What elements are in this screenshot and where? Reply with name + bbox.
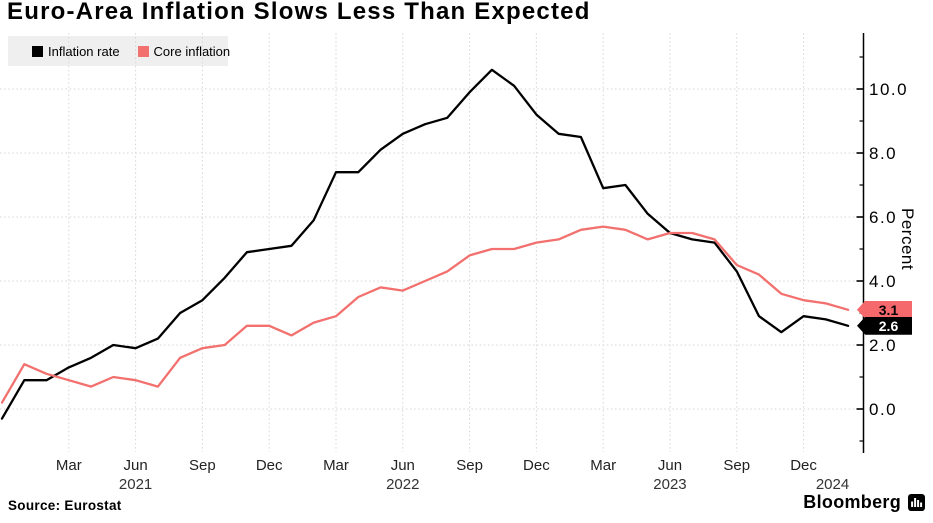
x-tick-label: Sep (456, 457, 483, 474)
bloomberg-wordmark: Bloomberg (803, 492, 901, 512)
x-tick-label: Jun (391, 457, 415, 474)
end-label-inflation-rate: 2.6 (857, 316, 912, 335)
x-year-label: 2021 (119, 476, 152, 493)
y-tick-label: 10.0 (869, 80, 908, 99)
chart-title: Euro-Area Inflation Slows Less Than Expe… (7, 0, 591, 25)
x-tick-label: Sep (723, 457, 750, 474)
bloomberg-logo: Bloomberg (803, 492, 925, 513)
end-label-core-inflation: 3.1 (857, 300, 912, 319)
series-line-core-inflation (0, 225, 850, 404)
legend: Inflation rate Core inflation (8, 36, 231, 66)
y-tick-label: 0.0 (869, 400, 897, 419)
x-year-label: 2023 (653, 476, 686, 493)
x-tick-label: Mar (323, 457, 349, 474)
x-tick-label: Mar (56, 457, 82, 474)
y-tick-label: 2.0 (869, 336, 897, 355)
legend-item-inflation-rate: Inflation rate (32, 44, 120, 59)
legend-swatch-inflation-rate (32, 45, 43, 57)
x-tick-label: Mar (590, 457, 616, 474)
x-year-label: 2022 (386, 476, 419, 493)
legend-item-core-inflation: Core inflation (137, 43, 231, 59)
x-tick-label: Jun (658, 457, 682, 474)
x-tick-label: Dec (256, 457, 283, 474)
x-tick-label: Dec (790, 457, 817, 474)
y-tick-label: 8.0 (869, 144, 897, 163)
series-line-inflation-rate (0, 68, 850, 420)
legend-label-core-inflation: Core inflation (153, 43, 231, 59)
x-year-label: 2024 (816, 476, 849, 493)
y-tick-label: 4.0 (869, 272, 897, 291)
legend-swatch-core-inflation (137, 45, 149, 57)
source-note: Source: Eurostat (8, 498, 122, 513)
y-axis-title: Percent (898, 208, 917, 271)
x-tick-label: Sep (189, 457, 216, 474)
x-tick-label: Jun (124, 457, 148, 474)
legend-label-inflation-rate: Inflation rate (48, 43, 120, 59)
y-tick-label: 6.0 (869, 208, 897, 227)
x-tick-label: Dec (523, 457, 550, 474)
bloomberg-logo-icon (908, 494, 925, 511)
